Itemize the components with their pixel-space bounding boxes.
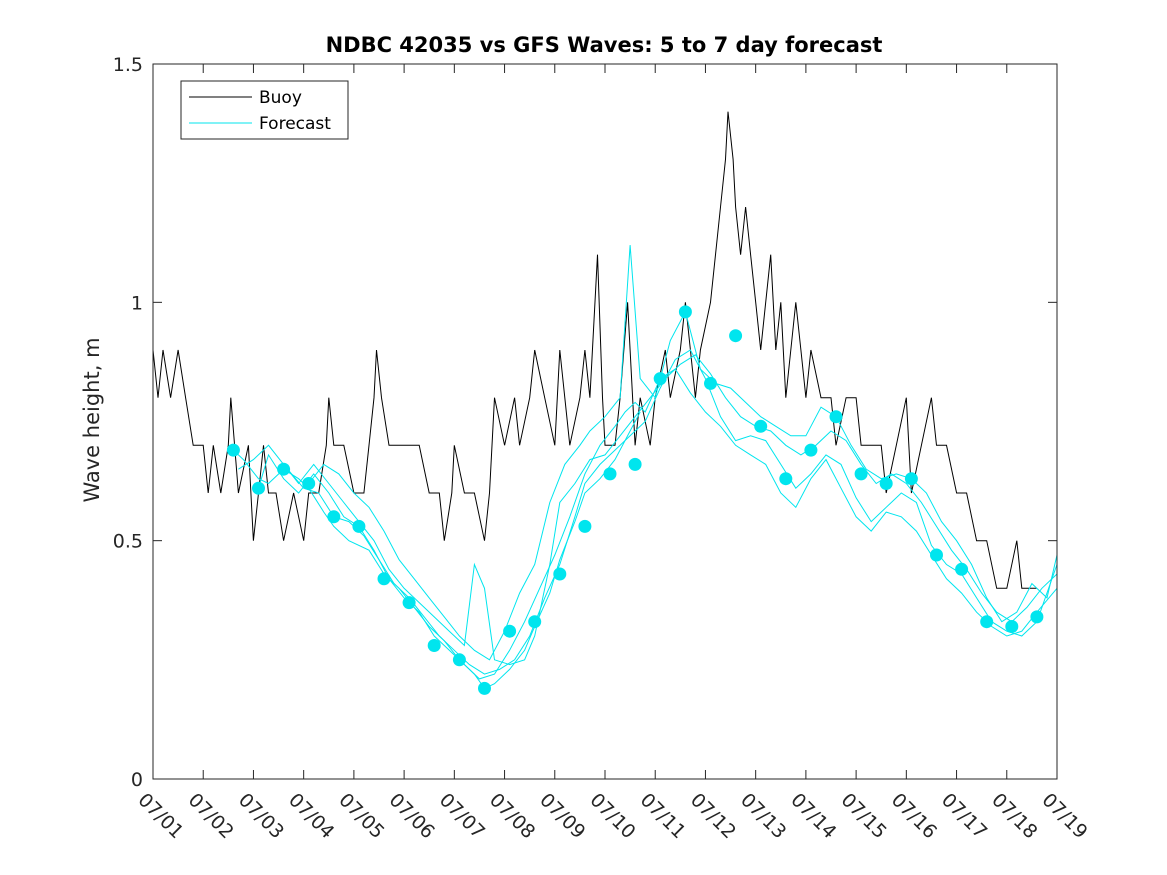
forecast-marker-16 bbox=[603, 467, 617, 481]
plot-background bbox=[153, 64, 1057, 779]
chart-title: NDBC 42035 vs GFS Waves: 5 to 7 day fore… bbox=[326, 33, 883, 57]
forecast-marker-18 bbox=[653, 372, 667, 386]
forecast-marker-19 bbox=[678, 305, 692, 319]
forecast-marker-33 bbox=[1030, 610, 1044, 624]
forecast-marker-11 bbox=[478, 681, 491, 695]
forecast-marker-10 bbox=[452, 653, 466, 667]
forecast-marker-25 bbox=[829, 410, 843, 424]
forecast-marker-29 bbox=[930, 548, 943, 562]
forecast-marker-22 bbox=[754, 419, 768, 433]
legend-label-buoy: Buoy bbox=[259, 88, 302, 108]
forecast-marker-14 bbox=[553, 567, 567, 581]
plot-area bbox=[153, 64, 1057, 779]
forecast-marker-23 bbox=[779, 472, 793, 486]
forecast-marker-13 bbox=[528, 615, 542, 629]
y-tick-label: 0 bbox=[131, 769, 143, 791]
forecast-marker-26 bbox=[854, 467, 868, 481]
y-tick-label: 1 bbox=[131, 292, 143, 314]
forecast-marker-27 bbox=[879, 477, 893, 490]
forecast-marker-28 bbox=[904, 472, 918, 486]
forecast-marker-1 bbox=[226, 443, 240, 457]
forecast-marker-6 bbox=[352, 519, 366, 533]
legend-box bbox=[180, 80, 349, 140]
y-tick-label: 1.5 bbox=[113, 54, 143, 76]
forecast-marker-12 bbox=[503, 624, 517, 638]
forecast-marker-8 bbox=[402, 596, 416, 610]
forecast-marker-31 bbox=[980, 615, 994, 629]
legend-label-forecast: Forecast bbox=[259, 114, 331, 134]
forecast-marker-3 bbox=[277, 462, 291, 476]
forecast-marker-2 bbox=[252, 481, 265, 495]
data-layer bbox=[152, 111, 1058, 695]
forecast-marker-9 bbox=[427, 639, 441, 652]
forecast-marker-17 bbox=[628, 457, 642, 471]
forecast-marker-5 bbox=[327, 510, 341, 524]
forecast-marker-15 bbox=[578, 519, 592, 533]
legend: Buoy Forecast bbox=[180, 80, 349, 140]
forecast-marker-21 bbox=[729, 329, 743, 343]
forecast-marker-30 bbox=[955, 562, 969, 576]
forecast-run-line-5 bbox=[308, 245, 1058, 661]
series-buoy-line bbox=[152, 111, 1037, 589]
y-tick-label: 0.5 bbox=[113, 531, 143, 553]
forecast-marker-20 bbox=[704, 376, 717, 390]
forecast-marker-7 bbox=[377, 572, 391, 586]
forecast-marker-4 bbox=[302, 477, 316, 490]
forecast-marker-24 bbox=[804, 443, 818, 457]
y-axis-label: Wave height, m bbox=[80, 337, 104, 502]
forecast-marker-32 bbox=[1005, 620, 1019, 633]
